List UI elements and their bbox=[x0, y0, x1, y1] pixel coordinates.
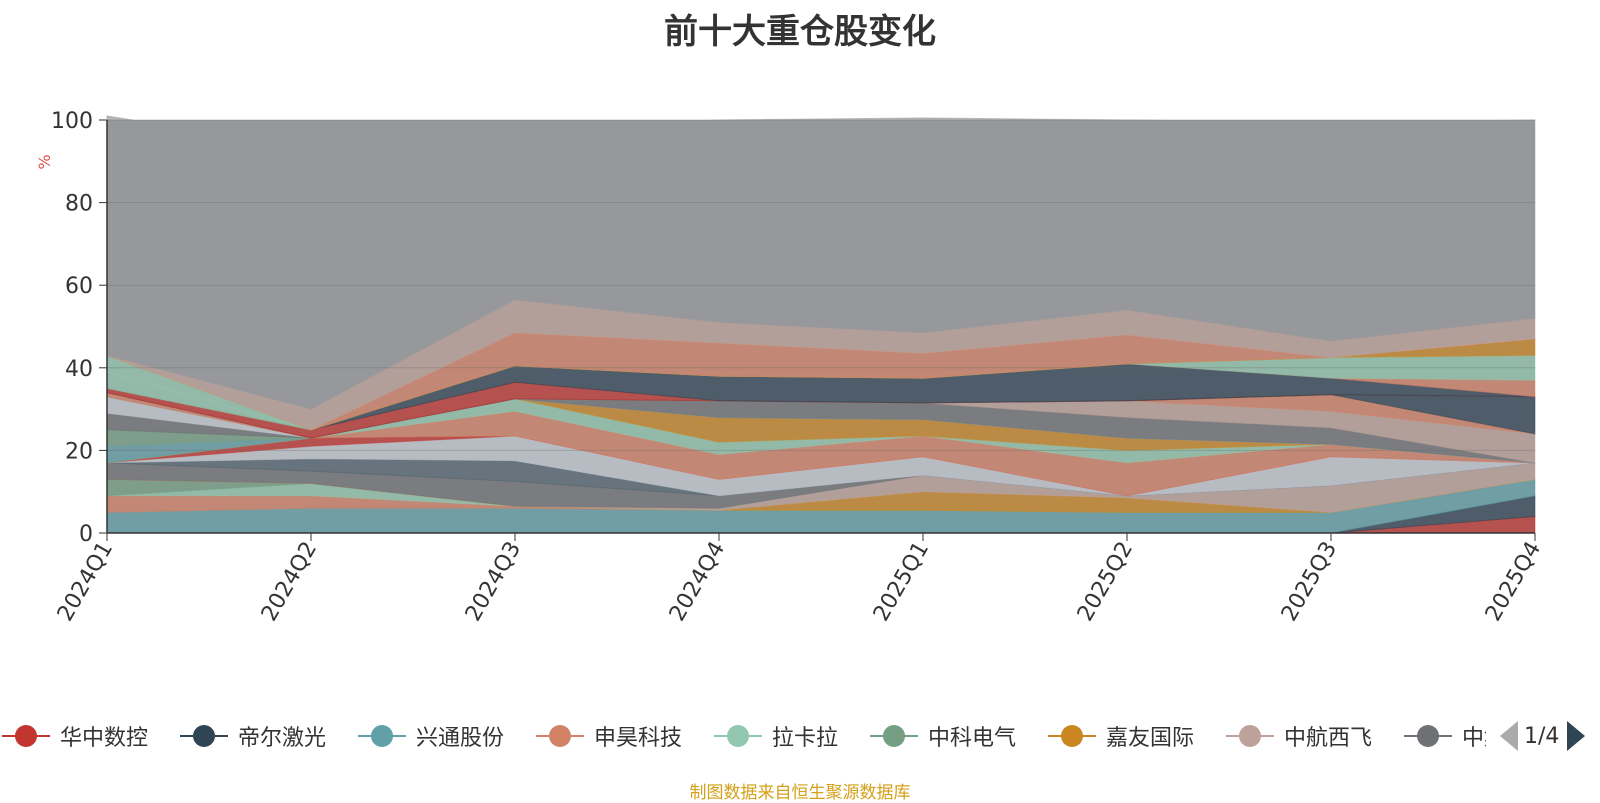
x-tick-label: 2025Q4 bbox=[1481, 538, 1546, 626]
area-series-31[interactable] bbox=[106, 115, 1536, 410]
x-tick-label: 2024Q4 bbox=[665, 538, 730, 626]
x-tick-label: 2025Q2 bbox=[1073, 538, 1138, 626]
source-note: 制图数据来自恒生聚源数据库 bbox=[689, 783, 911, 803]
legend-item[interactable]: 华中数控 bbox=[0, 716, 148, 756]
legend-item[interactable]: 申昊科技 bbox=[534, 716, 682, 756]
y-tick-label: 80 bbox=[65, 192, 93, 217]
x-tick-label: 2025Q3 bbox=[1277, 538, 1342, 626]
x-tick-label: 2024Q3 bbox=[461, 538, 526, 626]
y-tick-label: 40 bbox=[65, 357, 93, 382]
y-axis-label: % bbox=[35, 154, 54, 169]
y-tick-label: 20 bbox=[65, 439, 93, 464]
y-tick-label: 0 bbox=[79, 522, 93, 547]
legend-marker-icon bbox=[358, 725, 406, 747]
legend-marker-icon bbox=[714, 725, 762, 747]
legend-label: 中航西飞 bbox=[1284, 726, 1373, 751]
x-tick-label: 2024Q2 bbox=[257, 538, 322, 626]
legend-marker-icon bbox=[1404, 725, 1452, 747]
y-tick-label: 100 bbox=[51, 109, 93, 134]
legend-label: 拉卡拉 bbox=[772, 726, 839, 751]
legend-item[interactable]: 中科电气 bbox=[868, 716, 1016, 756]
legend-item[interactable]: 嘉友国际 bbox=[1046, 716, 1194, 756]
legend-label: 中科电气 bbox=[928, 726, 1017, 751]
legend-label: 申昊科技 bbox=[594, 726, 683, 751]
legend-label: 华中数控 bbox=[60, 726, 149, 751]
x-tick-label: 2025Q1 bbox=[869, 538, 934, 626]
legend-item[interactable]: 拉卡拉 bbox=[712, 716, 838, 756]
y-tick-label: 60 bbox=[65, 274, 93, 299]
legend-label: 嘉友国际 bbox=[1106, 726, 1195, 751]
legend-label: 帝尔激光 bbox=[238, 726, 327, 751]
legend-marker-icon bbox=[1226, 725, 1274, 747]
legend-item[interactable]: 中航西飞 bbox=[1224, 716, 1372, 756]
legend-label: 兴通股份 bbox=[416, 726, 505, 751]
legend-pager: 1/4 bbox=[1500, 718, 1586, 754]
legend-marker-icon bbox=[2, 725, 50, 747]
chart-area: 0 20 40 60 80 100% 2024Q1 2024Q2 2024Q3 2024Q4 202… bbox=[35, 109, 1546, 626]
legend-marker-icon bbox=[180, 725, 228, 747]
legend-item[interactable]: 中集 bbox=[1402, 716, 1486, 756]
legend-label: 中集 bbox=[1462, 726, 1486, 751]
legend-marker-icon bbox=[1048, 725, 1096, 747]
legend-marker-icon bbox=[870, 725, 918, 747]
legend-prev-page-icon[interactable] bbox=[1500, 721, 1518, 751]
x-tick-label: 2024Q1 bbox=[53, 538, 118, 626]
legend-page-indicator: 1/4 bbox=[1524, 723, 1560, 749]
legend-next-page-icon[interactable] bbox=[1567, 721, 1586, 751]
legend-item[interactable]: 帝尔激光 bbox=[178, 716, 326, 756]
legend-item[interactable]: 兴通股份 bbox=[356, 716, 504, 756]
legend: 华中数控 帝尔激光 兴通股份 申昊科技 拉卡拉 中科电气 嘉友国际 中航西飞 中集 bbox=[0, 716, 1486, 756]
chart-title: 前十大重仓股变化 bbox=[664, 12, 936, 52]
legend-marker-icon bbox=[536, 725, 584, 747]
